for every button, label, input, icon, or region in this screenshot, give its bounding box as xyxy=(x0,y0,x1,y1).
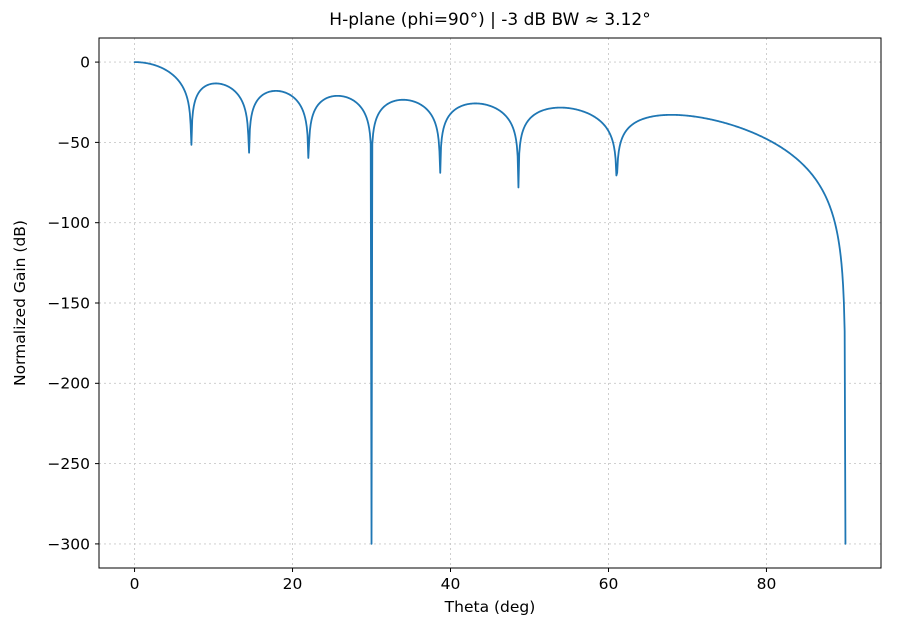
x-tick-label: 40 xyxy=(441,575,461,593)
plot-line-h-plane-pattern xyxy=(133,61,847,545)
y-tick-label: −50 xyxy=(57,134,90,152)
x-tick-label: 60 xyxy=(599,575,619,593)
x-tick-label: 20 xyxy=(283,575,303,593)
x-axis-label: Theta (deg) xyxy=(444,598,536,616)
x-tick-label: 0 xyxy=(130,575,140,593)
x-tick-label: 80 xyxy=(757,575,777,593)
y-tick-label: −100 xyxy=(47,214,90,232)
y-axis-label: Normalized Gain (dB) xyxy=(11,220,29,386)
y-tick-label: −200 xyxy=(47,375,90,393)
y-tick-label: −250 xyxy=(47,455,90,473)
y-tick-label: −150 xyxy=(47,294,90,312)
chart-title: H-plane (phi=90°) | -3 dB BW ≈ 3.12° xyxy=(329,10,651,30)
y-tick-label: 0 xyxy=(80,54,90,72)
y-tick-label: −300 xyxy=(47,535,90,553)
